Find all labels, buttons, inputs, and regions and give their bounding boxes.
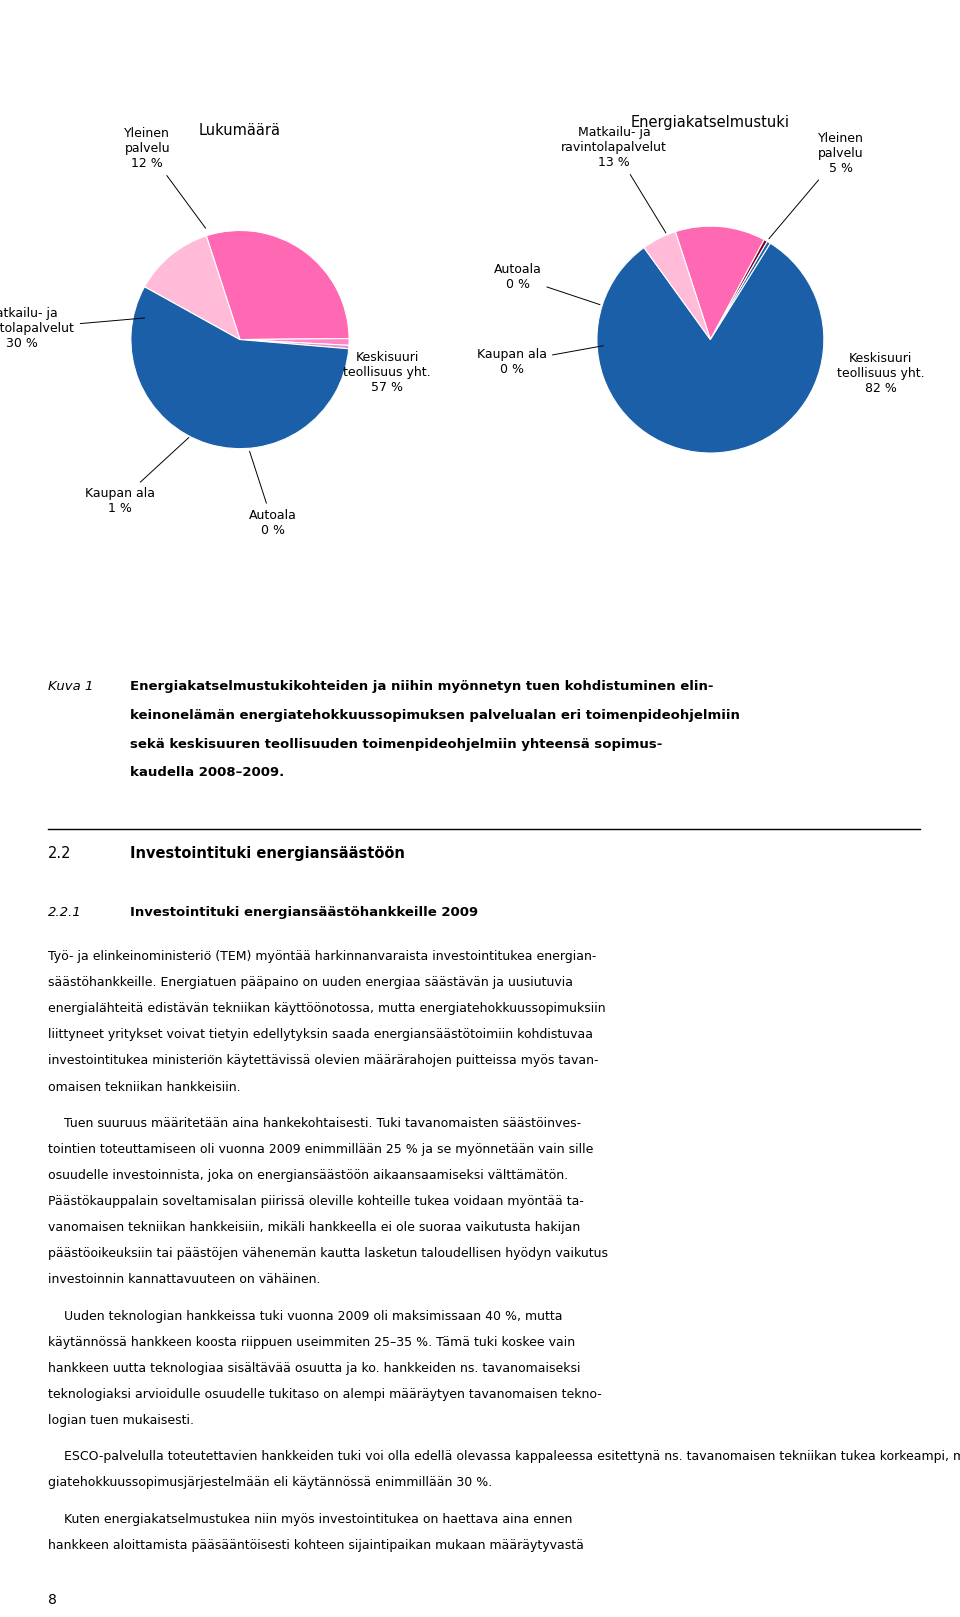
Text: Kaupan ala
0 %: Kaupan ala 0 % bbox=[477, 346, 603, 377]
Text: Yleinen
palvelu
12 %: Yleinen palvelu 12 % bbox=[125, 128, 205, 228]
Text: kaudella 2008–2009.: kaudella 2008–2009. bbox=[130, 766, 284, 779]
Text: Autoala
0 %: Autoala 0 % bbox=[493, 264, 600, 304]
Text: hankkeen aloittamista pääsääntöisesti kohteen sijaintipaikan mukaan määräytyvast: hankkeen aloittamista pääsääntöisesti ko… bbox=[48, 1539, 584, 1552]
Text: säästöhankkeille. Energiatuen pääpaino on uuden energiaa säästävän ja uusiutuvia: säästöhankkeille. Energiatuen pääpaino o… bbox=[48, 977, 573, 990]
Text: keinonelämän energiatehokkuussopimuksen palvelualan eri toimenpideohjelmiin: keinonelämän energiatehokkuussopimuksen … bbox=[130, 710, 740, 723]
Text: investoinnin kannattavuuteen on vähäinen.: investoinnin kannattavuuteen on vähäinen… bbox=[48, 1274, 321, 1287]
Text: päästöoikeuksiin tai päästöjen vähenemän kautta lasketun taloudellisen hyödyn va: päästöoikeuksiin tai päästöjen vähenemän… bbox=[48, 1247, 608, 1260]
Text: Investointituki energiansäästöön: Investointituki energiansäästöön bbox=[130, 846, 405, 860]
Wedge shape bbox=[206, 231, 349, 340]
Text: 2.2: 2.2 bbox=[48, 846, 71, 860]
Text: Investointituki energiansäästöhankkeille 2009: Investointituki energiansäästöhankkeille… bbox=[130, 906, 478, 918]
Wedge shape bbox=[131, 286, 348, 448]
Text: Tuen suuruus määritetään aina hankekohtaisesti. Tuki tavanomaisten säästöinves-: Tuen suuruus määritetään aina hankekohta… bbox=[48, 1117, 581, 1130]
Text: ESCO-palvelulla toteutettavien hankkeiden tuki voi olla edellä olevassa kappalee: ESCO-palvelulla toteutettavien hankkeide… bbox=[48, 1450, 960, 1463]
Text: Kaupan ala
1 %: Kaupan ala 1 % bbox=[85, 438, 189, 514]
Text: giatehokkuussopimusjärjestelmään eli käytännössä enimmillään 30 %.: giatehokkuussopimusjärjestelmään eli käy… bbox=[48, 1476, 492, 1489]
Text: teknologiaksi arvioidulle osuudelle tukitaso on alempi määräytyen tavanomaisen t: teknologiaksi arvioidulle osuudelle tuki… bbox=[48, 1387, 602, 1400]
Wedge shape bbox=[710, 241, 770, 340]
Text: Päästökauppalain soveltamisalan piirissä oleville kohteille tukea voidaan myöntä: Päästökauppalain soveltamisalan piirissä… bbox=[48, 1195, 584, 1208]
Text: Työ- ja elinkeinoministeriö (TEM) myöntää harkinnanvaraista investointitukea en: Työ- ja elinkeinoministeriö (TEM) myönt… bbox=[48, 951, 596, 964]
Text: hankkeen uutta teknologiaa sisältävää osuutta ja ko. hankkeiden ns. tavanomaisek: hankkeen uutta teknologiaa sisältävää os… bbox=[48, 1362, 581, 1374]
Text: Energiakatselmustukikohteiden ja niihin myönnetyn tuen kohdistuminen elin-: Energiakatselmustukikohteiden ja niihin … bbox=[130, 681, 713, 694]
Wedge shape bbox=[145, 236, 240, 340]
Text: logian tuen mukaisesti.: logian tuen mukaisesti. bbox=[48, 1413, 194, 1428]
Text: energialähteitä edistävän tekniikan käyttöönotossa, mutta energiatehokkuussopim: energialähteitä edistävän tekniikan käy… bbox=[48, 1003, 606, 1015]
Text: vanomaisen tekniikan hankkeisiin, mikäli hankkeella ei ole suoraa vaikutusta hak: vanomaisen tekniikan hankkeisiin, mikäli… bbox=[48, 1221, 580, 1234]
Text: käytännössä hankkeen koosta riippuen useimmiten 25–35 %. Tämä tuki koskee vain: käytännössä hankkeen koosta riippuen use… bbox=[48, 1336, 575, 1349]
Wedge shape bbox=[597, 243, 824, 453]
Wedge shape bbox=[675, 226, 764, 340]
Title: Energiakatselmustuki: Energiakatselmustuki bbox=[631, 115, 790, 129]
Wedge shape bbox=[240, 338, 349, 346]
Wedge shape bbox=[240, 340, 348, 349]
Text: sekä keskisuuren teollisuuden toimenpideohjelmiin yhteensä sopimus-: sekä keskisuuren teollisuuden toimenpide… bbox=[130, 737, 662, 750]
Wedge shape bbox=[710, 239, 767, 340]
Text: tointien toteuttamiseen oli vuonna 2009 enimmillään 25 % ja se myönnetään vain s: tointien toteuttamiseen oli vuonna 2009 … bbox=[48, 1143, 593, 1156]
Text: Keskisuuri
teollisuus yht.
82 %: Keskisuuri teollisuus yht. 82 % bbox=[837, 353, 924, 395]
Text: 2.2.1: 2.2.1 bbox=[48, 906, 82, 918]
Text: Yleinen
palvelu
5 %: Yleinen palvelu 5 % bbox=[769, 133, 864, 239]
Text: 8: 8 bbox=[48, 1593, 57, 1607]
Wedge shape bbox=[644, 231, 710, 340]
Text: omaisen tekniikan hankkeisiin.: omaisen tekniikan hankkeisiin. bbox=[48, 1080, 241, 1093]
Text: osuudelle investoinnista, joka on energiansäästöön aikaansaamiseksi välttämätön.: osuudelle investoinnista, joka on energi… bbox=[48, 1169, 568, 1182]
Text: Matkailu- ja
ravintolapalvelut
30 %: Matkailu- ja ravintolapalvelut 30 % bbox=[0, 307, 145, 351]
Text: Keskisuuri
teollisuus yht.
57 %: Keskisuuri teollisuus yht. 57 % bbox=[344, 351, 431, 395]
Title: Lukumäärä: Lukumäärä bbox=[199, 123, 281, 137]
Text: Kuten energiakatselmustukea niin myös investointitukea on haettava aina ennen: Kuten energiakatselmustukea niin myös in… bbox=[48, 1512, 572, 1525]
Text: Kuva 1: Kuva 1 bbox=[48, 681, 93, 694]
Text: liittyneet yritykset voivat tietyin edellytyksin saada energiansäästötoimiin koh: liittyneet yritykset voivat tietyin edel… bbox=[48, 1028, 593, 1041]
Text: Uuden teknologian hankkeissa tuki vuonna 2009 oli maksimissaan 40 %, mutta: Uuden teknologian hankkeissa tuki vuonna… bbox=[48, 1310, 563, 1323]
Text: Matkailu- ja
ravintolapalvelut
13 %: Matkailu- ja ravintolapalvelut 13 % bbox=[561, 126, 667, 233]
Text: investointitukea ministeriön käytettävissä olevien määrärahojen puitteissa myös: investointitukea ministeriön käytettävi… bbox=[48, 1054, 598, 1067]
Text: Autoala
0 %: Autoala 0 % bbox=[249, 451, 297, 537]
